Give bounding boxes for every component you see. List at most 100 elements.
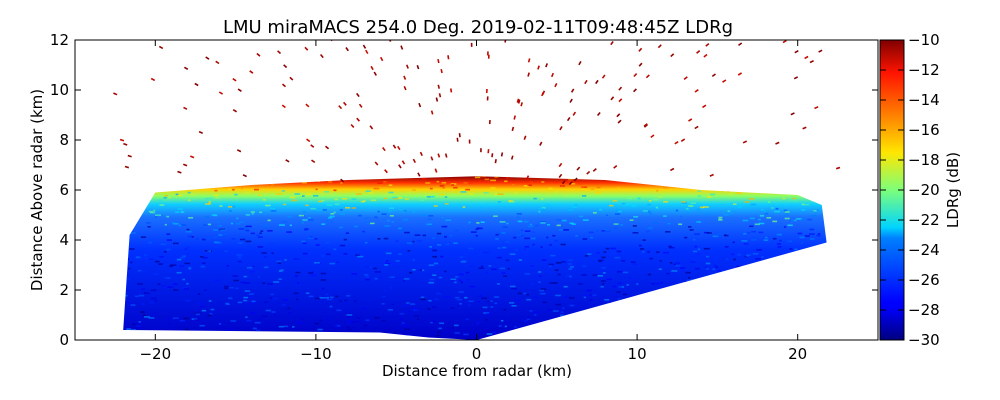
ldr-speckle bbox=[209, 312, 213, 315]
ldr-speckle bbox=[437, 244, 442, 246]
scan-region bbox=[123, 176, 827, 340]
ldr-speckle bbox=[196, 302, 201, 305]
ldr-speckle bbox=[606, 214, 608, 216]
ldr-speckle bbox=[656, 189, 659, 192]
noise-dash bbox=[554, 82, 558, 88]
ldr-speckle bbox=[345, 207, 350, 209]
colorbar-ticks: −30 −28 −26 −24 −22 −20 −18 −16 −14 −12 −10 bbox=[880, 31, 940, 349]
ldr-speckle bbox=[182, 255, 186, 257]
ldr-speckle bbox=[603, 228, 609, 231]
noise-dash bbox=[365, 49, 369, 55]
ldr-speckle bbox=[534, 296, 539, 299]
noise-dash bbox=[694, 125, 699, 130]
ldr-speckle bbox=[425, 182, 431, 184]
ldr-speckle bbox=[167, 286, 173, 288]
noise-dash bbox=[242, 174, 247, 178]
ldr-speckle bbox=[137, 283, 143, 285]
ldr-speckle bbox=[381, 213, 387, 215]
noise-dash bbox=[616, 113, 621, 118]
ldr-speckle bbox=[229, 286, 234, 289]
ldr-speckle bbox=[462, 206, 466, 208]
ldr-speckle bbox=[464, 296, 468, 299]
ldr-speckle bbox=[325, 293, 329, 296]
noise-dash bbox=[814, 106, 819, 110]
noise-dash bbox=[680, 138, 686, 142]
ldr-speckle bbox=[694, 245, 697, 248]
ldr-speckle bbox=[238, 242, 243, 244]
noise-dash bbox=[289, 76, 294, 81]
ldr-speckle bbox=[516, 216, 520, 219]
ldr-speckle bbox=[345, 232, 350, 234]
ldr-speckle bbox=[681, 201, 686, 203]
ldr-speckle bbox=[438, 276, 443, 279]
ldr-speckle bbox=[201, 262, 206, 264]
ldr-speckle bbox=[513, 236, 517, 239]
ldr-speckle bbox=[458, 279, 462, 282]
ldr-speckle bbox=[126, 328, 132, 330]
ldr-speckle bbox=[151, 297, 157, 300]
noise-dash bbox=[568, 181, 573, 186]
ldr-speckle bbox=[622, 202, 626, 205]
ldr-speckle bbox=[228, 206, 233, 208]
noise-dash bbox=[437, 84, 440, 89]
ldr-speckle bbox=[363, 324, 368, 327]
ldr-speckle bbox=[381, 303, 385, 305]
ldr-speckle bbox=[737, 253, 742, 256]
ldr-speckle bbox=[743, 243, 749, 245]
ldr-speckle bbox=[269, 297, 272, 299]
ldr-speckle bbox=[758, 231, 764, 234]
ldr-speckle bbox=[228, 188, 231, 190]
noise-dash bbox=[541, 91, 545, 97]
ldr-speckle bbox=[365, 190, 371, 192]
ldr-speckle bbox=[270, 210, 277, 212]
noise-dash bbox=[645, 74, 650, 79]
ldr-speckle bbox=[499, 267, 505, 270]
ldr-speckle bbox=[356, 193, 362, 195]
noise-dash bbox=[790, 112, 795, 116]
ldr-speckle bbox=[235, 287, 239, 290]
ldr-speckle bbox=[166, 233, 171, 235]
ldr-speckle bbox=[252, 265, 255, 268]
ldr-speckle bbox=[271, 311, 276, 313]
ldr-speckle bbox=[598, 260, 602, 262]
ldr-speckle bbox=[581, 274, 587, 276]
ldr-speckle bbox=[451, 184, 455, 186]
ldr-speckle bbox=[480, 221, 485, 223]
ldr-speckle bbox=[687, 279, 690, 282]
colorbar-tick-label: −28 bbox=[908, 301, 940, 319]
ldr-speckle bbox=[688, 226, 692, 228]
noise-dash bbox=[256, 52, 261, 57]
noise-dash bbox=[566, 116, 571, 122]
ldr-speckle bbox=[713, 264, 717, 267]
ldr-speckle bbox=[621, 260, 625, 262]
ldr-speckle bbox=[648, 210, 651, 213]
ldr-speckle bbox=[612, 200, 618, 202]
noise-dash bbox=[516, 98, 520, 103]
ldr-speckle bbox=[237, 256, 242, 259]
ldr-speckle bbox=[265, 204, 271, 207]
ldr-speckle bbox=[626, 284, 629, 286]
ldr-speckle bbox=[206, 237, 211, 240]
ldr-speckle bbox=[771, 207, 774, 209]
ldr-speckle bbox=[220, 229, 226, 231]
ldr-speckle bbox=[343, 238, 347, 241]
ldr-speckle bbox=[185, 230, 192, 233]
ldr-speckle bbox=[363, 200, 366, 202]
noise-dash bbox=[283, 64, 288, 69]
ldr-speckle bbox=[807, 218, 813, 221]
ldr-speckle bbox=[659, 260, 662, 262]
ldr-speckle bbox=[219, 205, 223, 207]
noise-dash bbox=[610, 96, 615, 101]
ldr-speckle bbox=[621, 286, 624, 288]
noise-dash bbox=[511, 126, 515, 132]
ldr-speckle bbox=[550, 254, 556, 257]
ldr-speckle bbox=[534, 278, 539, 281]
ldr-speckle bbox=[480, 176, 486, 178]
ldr-speckle bbox=[736, 265, 741, 268]
noise-dash bbox=[456, 137, 459, 142]
ldr-speckle bbox=[347, 279, 353, 281]
ldr-speckle bbox=[450, 327, 455, 329]
noise-dash bbox=[281, 83, 287, 88]
ldr-speckle bbox=[461, 189, 465, 191]
noise-dash bbox=[578, 61, 582, 66]
